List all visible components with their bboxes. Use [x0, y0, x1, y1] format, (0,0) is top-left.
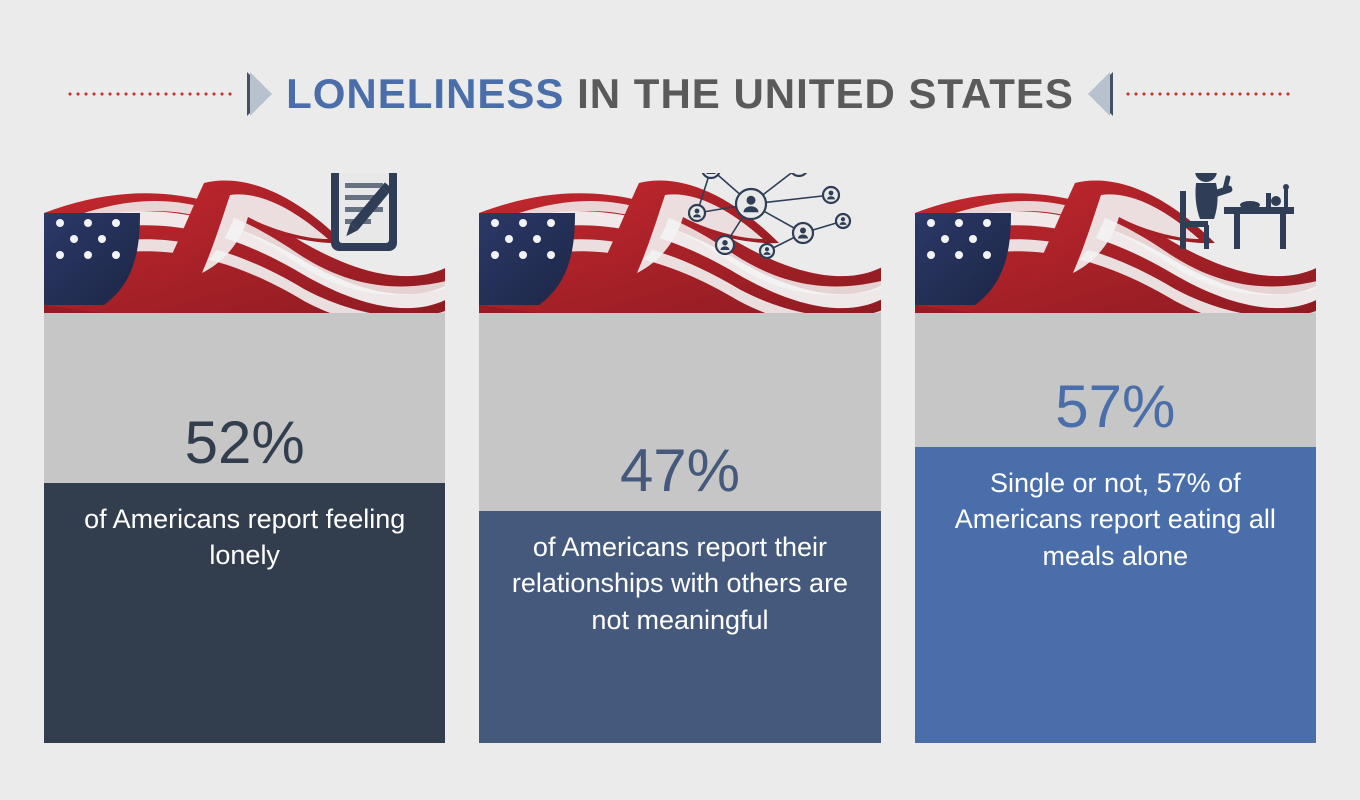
dining-icon	[1176, 173, 1296, 264]
stat-percent: 57%	[915, 377, 1316, 443]
flag-zone	[915, 173, 1316, 313]
title-rest: IN THE UNITED STATES	[564, 70, 1073, 117]
network-icon	[671, 173, 861, 272]
stat-description: of Americans report their relationships …	[479, 511, 880, 743]
stat-description: Single or not, 57% of Americans report e…	[915, 447, 1316, 743]
stat-percent: 52%	[44, 413, 445, 479]
dots-right	[1124, 92, 1294, 96]
arrow-right-icon	[250, 72, 272, 116]
stat-description: of Americans report feeling lonely	[44, 483, 445, 743]
arrow-left-icon	[1088, 72, 1110, 116]
gray-zone: 52%	[44, 313, 445, 483]
flag-zone	[479, 173, 880, 313]
gray-zone: 47%	[479, 313, 880, 511]
flag-zone	[44, 173, 445, 313]
dots-left	[66, 92, 236, 96]
stat-card: 57% Single or not, 57% of Americans repo…	[915, 173, 1316, 743]
clipboard-icon	[325, 173, 425, 264]
title-accent: LONELINESS	[286, 70, 564, 117]
stat-card: 52% of Americans report feeling lonely	[44, 173, 445, 743]
gray-zone: 57%	[915, 313, 1316, 447]
stat-card: 47% of Americans report their relationsh…	[479, 173, 880, 743]
page-title: LONELINESS IN THE UNITED STATES	[286, 70, 1074, 118]
stat-percent: 47%	[479, 441, 880, 507]
title-row: LONELINESS IN THE UNITED STATES	[0, 0, 1360, 118]
cards-container: 52% of Americans report feeling lonely	[0, 118, 1360, 743]
